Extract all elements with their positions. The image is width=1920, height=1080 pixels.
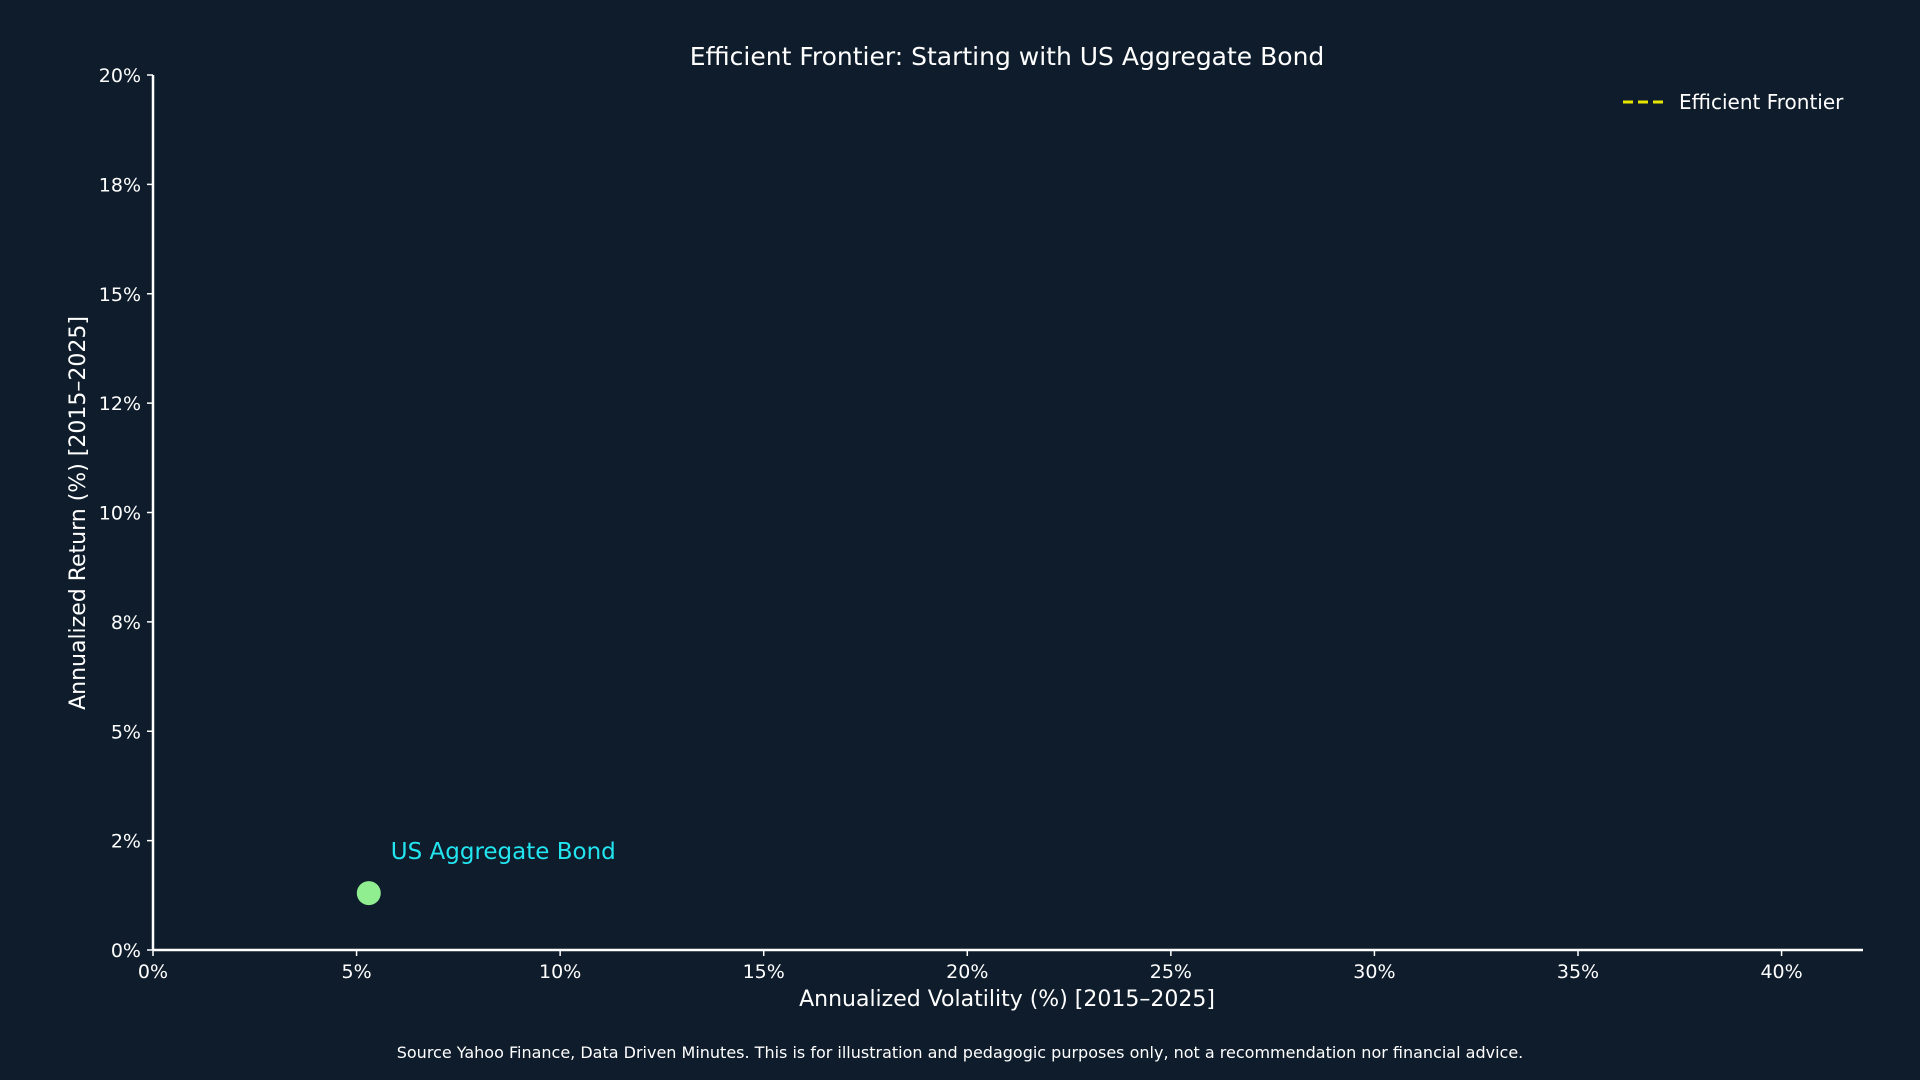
y-tick-label: 5% (111, 721, 141, 743)
y-tick-label: 12% (99, 393, 141, 415)
y-tick-label: 15% (99, 284, 141, 306)
x-tick-label: 15% (743, 961, 785, 983)
x-tick-label: 35% (1557, 961, 1599, 983)
y-axis-label: Annualized Return (%) [2015–2025] (66, 316, 91, 710)
y-tick-label: 8% (111, 612, 141, 634)
x-axis-ticks: 0% 5% 10% 15% 20% 25% 30% 35% 40% (138, 950, 1803, 983)
x-tick-label: 30% (1353, 961, 1395, 983)
x-tick-label: 40% (1760, 961, 1802, 983)
scatter-points: US Aggregate Bond (356, 839, 616, 906)
footnote: Source Yahoo Finance, Data Driven Minute… (397, 1043, 1524, 1062)
y-tick-label: 18% (99, 174, 141, 196)
y-tick-label: 10% (99, 503, 141, 525)
y-tick-label: 0% (111, 940, 141, 962)
x-tick-label: 20% (946, 961, 988, 983)
legend: Efficient Frontier (1623, 90, 1844, 114)
x-tick-label: 0% (138, 961, 168, 983)
x-axis-label: Annualized Volatility (%) [2015–2025] (799, 987, 1215, 1012)
x-tick-label: 10% (539, 961, 581, 983)
legend-label-efficient-frontier: Efficient Frontier (1679, 90, 1844, 114)
x-tick-label: 5% (341, 961, 371, 983)
chart-title: Efficient Frontier: Starting with US Agg… (690, 42, 1325, 71)
y-tick-label: 2% (111, 831, 141, 853)
x-tick-label: 25% (1150, 961, 1192, 983)
scatter-point-us-aggregate-bond (356, 881, 381, 906)
y-tick-label: 20% (99, 65, 141, 87)
point-label-us-aggregate-bond: US Aggregate Bond (391, 839, 616, 865)
axes (151, 75, 1863, 952)
y-axis-ticks: 0% 2% 5% 8% 10% 12% 15% 18% 20% (99, 65, 153, 962)
